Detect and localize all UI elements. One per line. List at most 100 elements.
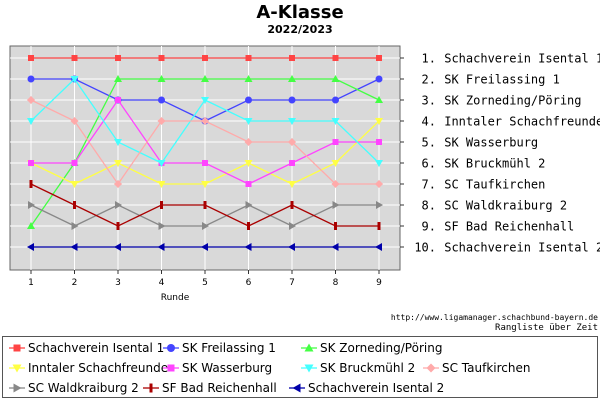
legend-swatch — [163, 344, 179, 352]
data-point — [288, 181, 296, 188]
chart-note: Rangliste über Zeit — [495, 323, 598, 333]
series-6 — [27, 76, 383, 167]
chart-title: A-Klasse — [256, 2, 344, 23]
ranking-label: 3. SK Zorneding/Pöring — [422, 94, 582, 108]
legend-item: SC Taufkirchen — [423, 359, 530, 377]
legend-swatch — [289, 383, 305, 393]
legend-swatch — [9, 383, 25, 393]
ranking-number: 9. — [422, 220, 436, 234]
legend-item: SC Waldkraiburg 2 — [9, 379, 139, 397]
data-point — [116, 222, 120, 230]
data-point — [288, 96, 296, 104]
data-point — [244, 138, 253, 146]
data-point — [288, 118, 296, 125]
data-point — [203, 201, 207, 209]
ranking-team: SK Wasserburg — [437, 136, 538, 150]
data-point — [157, 75, 166, 82]
data-point — [331, 180, 340, 188]
legend-item: Schachverein Isental 2 — [289, 379, 444, 397]
data-point — [331, 160, 340, 167]
ranking-label: 5. SK Wasserburg — [422, 136, 539, 150]
ranking-team: Schachverein Isental 2 — [437, 241, 600, 255]
data-point — [27, 96, 35, 104]
data-point — [157, 117, 166, 125]
x-tick-label: 9 — [376, 278, 382, 288]
x-tick-label: 7 — [289, 278, 295, 288]
ranking-label: 10. Schachverein Isental 2 — [414, 241, 600, 255]
x-tick-label: 4 — [159, 278, 165, 288]
legend-swatch — [9, 344, 25, 352]
data-point — [332, 96, 339, 104]
data-point — [27, 222, 35, 229]
data-point — [115, 97, 121, 103]
legend-marker — [167, 344, 175, 352]
data-point — [27, 243, 34, 251]
data-point — [202, 222, 209, 230]
data-point — [160, 201, 163, 209]
ranking-team: SK Freilassing 1 — [437, 73, 560, 87]
data-point — [289, 222, 296, 230]
legend-marker — [426, 363, 436, 373]
data-point — [331, 75, 340, 82]
legend-marker — [13, 383, 22, 393]
data-point — [28, 201, 35, 209]
ranking-label: 7. SC Taufkirchen — [422, 178, 546, 192]
data-point — [244, 118, 253, 125]
legend-label: SK Zorneding/Pöring — [320, 341, 443, 355]
data-point — [114, 160, 122, 167]
data-point — [158, 96, 165, 104]
data-point — [375, 75, 383, 83]
data-point — [375, 180, 383, 188]
ranking-number: 10. — [414, 241, 436, 255]
legend-label: SK Wasserburg — [182, 361, 273, 375]
ranking-number: 3. — [422, 94, 436, 108]
data-point — [158, 222, 166, 230]
data-point — [332, 201, 340, 209]
ranking-label: 1. Schachverein Isental 1 — [422, 52, 600, 66]
data-point — [201, 75, 209, 82]
data-point — [247, 222, 250, 230]
data-point — [288, 75, 296, 82]
legend-marker — [304, 364, 314, 373]
x-tick-label: 1 — [28, 278, 34, 288]
data-point — [289, 55, 295, 61]
series-9 — [29, 180, 381, 230]
data-point — [334, 222, 337, 230]
legend: Schachverein Isental 1 SK Freilassing 1 SK… — [2, 336, 598, 398]
data-point — [114, 243, 121, 251]
ranking-label: 6. SK Bruckmühl 2 — [422, 157, 546, 171]
legend-item: Inntaler Schachfreunde — [9, 359, 168, 377]
legend-item: Schachverein Isental 1 — [9, 339, 164, 357]
legend-label: Schachverein Isental 1 — [28, 341, 165, 355]
legend-label: SK Freilassing 1 — [182, 341, 276, 355]
legend-marker — [167, 364, 175, 372]
data-point — [375, 118, 383, 125]
legend-label: SK Bruckmühl 2 — [320, 361, 416, 375]
data-point — [115, 55, 121, 61]
legend-item: SK Bruckmühl 2 — [301, 359, 415, 377]
data-point — [245, 55, 252, 61]
ranking-team: SK Bruckmühl 2 — [437, 157, 545, 171]
data-point — [331, 118, 340, 125]
x-tick-label: 6 — [246, 278, 252, 288]
data-point — [158, 55, 165, 61]
data-point — [29, 180, 33, 188]
legend-label: SC Taufkirchen — [442, 361, 531, 375]
ranking-number: 1. — [422, 52, 436, 66]
legend-item: SK Freilassing 1 — [163, 339, 276, 357]
ranking-label: 9. SF Bad Reichenhall — [422, 220, 575, 234]
series-8 — [28, 201, 383, 230]
data-point — [332, 55, 339, 61]
data-point — [71, 55, 78, 61]
legend-swatch — [9, 364, 25, 373]
legend-swatch — [163, 364, 179, 372]
data-point — [114, 180, 122, 188]
legend-label: Inntaler Schachfreunde — [28, 361, 169, 375]
data-point — [375, 243, 382, 251]
data-point — [244, 75, 253, 82]
ranking-number: 7. — [422, 178, 436, 192]
data-point — [71, 160, 78, 166]
legend-label: SC Waldkraiburg 2 — [28, 381, 139, 395]
legend-swatch — [423, 363, 439, 373]
data-point — [27, 118, 35, 125]
